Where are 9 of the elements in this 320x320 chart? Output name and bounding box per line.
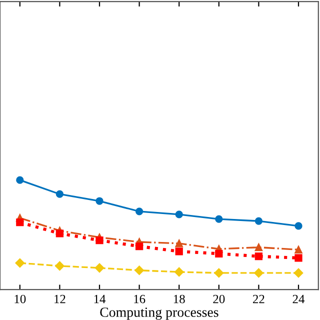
x-tick-label: 14: [94, 294, 106, 304]
x-axis-title: Computing processes: [100, 308, 218, 320]
x-tick-label: 12: [54, 294, 66, 304]
x-tick-label: 22: [253, 294, 264, 304]
x-tick-label: 18: [174, 294, 185, 304]
x-tick-label: 16: [134, 294, 146, 304]
x-tick-label: 10: [14, 294, 26, 304]
x-tick-label: 24: [292, 294, 305, 304]
x-tick-label: 20: [213, 294, 225, 304]
